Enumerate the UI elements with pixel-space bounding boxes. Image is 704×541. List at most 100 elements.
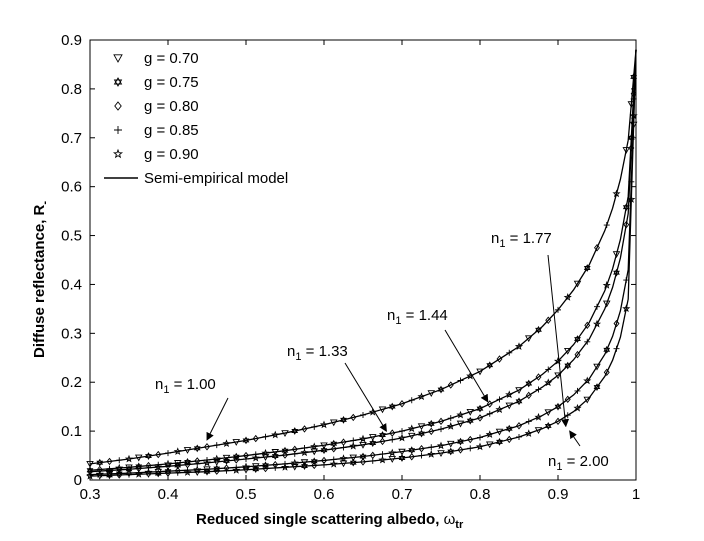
data-point [629, 111, 638, 120]
data-point [592, 319, 602, 328]
data-point [505, 402, 514, 410]
data-point [417, 392, 426, 401]
x-axis-label: Reduced single scattering albedo, ωtr [196, 511, 464, 531]
data-point [320, 442, 328, 450]
data-point [349, 458, 357, 467]
data-point [630, 73, 638, 81]
data-point [399, 428, 405, 435]
data-point [583, 396, 592, 404]
data-point [408, 453, 415, 461]
data-point [251, 453, 260, 462]
legend-marker [112, 148, 124, 159]
data-point [584, 338, 591, 345]
data-point [243, 455, 249, 462]
y-tick-label: 0.2 [61, 374, 82, 391]
data-point [628, 144, 635, 152]
legend-label: g = 0.85 [144, 122, 199, 139]
data-point [438, 426, 444, 433]
data-point [545, 366, 552, 373]
data-point [145, 452, 152, 460]
legend-marker [114, 126, 122, 134]
data-point [291, 427, 299, 435]
data-point [360, 411, 366, 418]
data-point [495, 405, 504, 414]
y-tick-label: 0.4 [61, 276, 82, 293]
data-point [339, 454, 348, 462]
data-point [242, 436, 250, 445]
data-point [467, 445, 474, 452]
annotation-label: n1 = 1.77 [491, 230, 552, 250]
data-point [496, 355, 503, 363]
data-point [319, 420, 329, 429]
data-point [358, 434, 368, 443]
data-point [505, 390, 514, 399]
data-point [154, 469, 162, 478]
x-tick-label: 0.6 [314, 486, 335, 503]
data-point [163, 459, 173, 468]
data-point [574, 350, 581, 359]
data-point [154, 462, 163, 471]
data-point [311, 423, 318, 430]
data-point [525, 418, 532, 425]
data-point [223, 457, 230, 465]
data-point [388, 456, 397, 463]
data-point [262, 461, 269, 470]
data-point [630, 95, 637, 102]
data-point [310, 442, 319, 451]
data-point [193, 444, 201, 453]
legend-marker [113, 54, 123, 63]
data-point [203, 467, 211, 476]
data-point [417, 423, 426, 431]
data-point [96, 458, 104, 467]
data-point [466, 416, 474, 425]
annotation-label: n1 = 1.44 [387, 307, 448, 327]
data-point [629, 121, 638, 129]
data-point [350, 413, 357, 422]
legend: g = 0.70 g = 0.75 g = 0.80 g = 0.85 g = 0.90… [104, 50, 288, 187]
data-point [534, 412, 543, 421]
data-point [144, 471, 153, 478]
data-point [213, 467, 220, 475]
y-axis-label: Diffuse reflectance, R- [31, 201, 51, 358]
data-point [495, 428, 504, 436]
data-point [252, 434, 259, 443]
data-point [340, 444, 347, 451]
data-point [290, 463, 299, 471]
data-point [213, 442, 220, 449]
y-tick-label: 0.6 [61, 179, 82, 196]
data-point [397, 433, 407, 442]
data-point [447, 447, 455, 456]
data-point [456, 410, 465, 419]
data-point [486, 400, 493, 408]
data-point [612, 251, 621, 259]
data-point [203, 466, 211, 474]
plot-frame [89, 39, 637, 481]
data-point [622, 203, 630, 212]
data-point [251, 463, 260, 470]
data-point [164, 463, 172, 471]
data-point [271, 430, 280, 439]
data-point [418, 444, 425, 453]
data-point [360, 458, 366, 466]
data-point [574, 387, 581, 394]
data-point [368, 434, 377, 441]
data-point [183, 447, 192, 454]
data-point [555, 417, 561, 426]
data-point [486, 410, 493, 417]
data-point [535, 325, 542, 334]
data-point [563, 347, 572, 355]
data-point [496, 437, 503, 446]
y-tick-label: 0.8 [61, 81, 82, 98]
data-point [485, 441, 494, 449]
data-point [524, 335, 533, 343]
data-point [232, 465, 241, 474]
data-point [241, 462, 251, 471]
data-point [321, 461, 327, 468]
data-point [535, 386, 542, 393]
data-point [475, 442, 485, 451]
data-point [583, 376, 592, 385]
data-point [398, 454, 406, 462]
legend-label: Semi-empirical model [144, 170, 288, 187]
data-point [514, 342, 524, 351]
